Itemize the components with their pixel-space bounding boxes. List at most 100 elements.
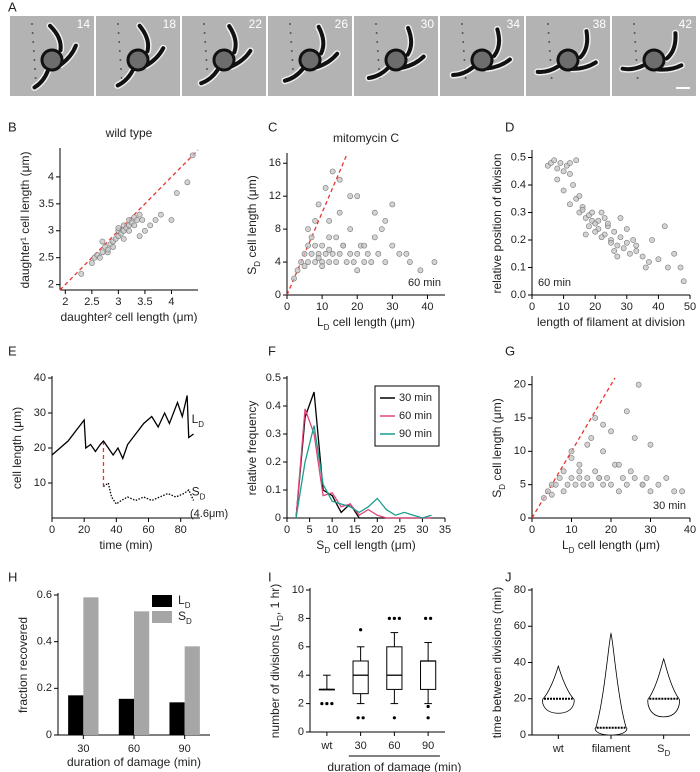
point [639, 481, 646, 488]
y-tick-label: 8 [275, 223, 281, 235]
panel-label: E [8, 343, 17, 358]
point [564, 481, 571, 488]
point [99, 249, 106, 256]
y-tick-label: 6 [298, 641, 304, 653]
legend-label: 60 min [399, 410, 432, 422]
point [184, 179, 191, 186]
x-tick-label: 3.5 [137, 296, 152, 308]
y-tick-label: 10 [514, 445, 526, 457]
annotation: (4.6μm) [190, 508, 228, 520]
trace-dot [291, 59, 294, 61]
trace-dot [120, 68, 122, 70]
y-tick-label: 20 [514, 693, 526, 705]
cell [114, 22, 167, 89]
point [115, 225, 122, 231]
point [134, 217, 140, 223]
x-axis-label: duration of damage (min) [67, 755, 201, 769]
point [617, 215, 624, 221]
point [96, 254, 103, 261]
point [361, 259, 368, 265]
trace-dot [636, 77, 639, 79]
trace-dot [33, 59, 36, 61]
point [664, 264, 671, 271]
point [623, 239, 630, 246]
point [329, 250, 336, 257]
x-axis-label-part: L [562, 538, 569, 552]
panel-label: D [505, 119, 514, 134]
point [340, 242, 347, 249]
y-tick-label: 8 [298, 612, 304, 624]
y-tick-label: 60 [514, 620, 526, 632]
point [120, 235, 127, 242]
point [568, 448, 575, 455]
point [347, 226, 354, 233]
flier [387, 616, 391, 621]
point [548, 491, 555, 498]
point [592, 228, 599, 235]
point [361, 242, 368, 249]
trace-dot [547, 23, 549, 25]
point [620, 245, 627, 252]
point [136, 211, 143, 218]
point [589, 209, 595, 216]
cell-body [384, 48, 408, 72]
x-tick-label: 60 [142, 524, 154, 536]
y-axis-label: cell length (μm) [10, 407, 24, 489]
y-tick-label: 5 [520, 479, 526, 491]
trace-dot [376, 50, 379, 52]
cell [534, 27, 600, 76]
trace-dot [290, 41, 293, 43]
point [354, 267, 361, 274]
y-tick-label: 0.4 [511, 179, 526, 191]
point [655, 256, 662, 263]
point [598, 209, 605, 216]
y-tick-label: 0.2 [37, 682, 52, 694]
flier [426, 716, 430, 720]
point [623, 408, 630, 415]
point [294, 267, 301, 274]
y-tick-label: 3 [48, 225, 54, 237]
point [604, 220, 611, 227]
point [677, 264, 684, 271]
y-axis-label: time between divisions (min) [490, 587, 504, 738]
x-tick-label: 3 [115, 296, 121, 308]
cell [449, 25, 514, 79]
point [104, 246, 111, 253]
x-tick-label: SD [657, 743, 670, 758]
x-axis-label-part: D [324, 323, 330, 332]
timelapse-frame: 42 [612, 16, 696, 96]
y-tick-label: 0.4 [266, 400, 281, 412]
panel-label: G [505, 343, 515, 358]
point [312, 242, 318, 249]
point [573, 157, 580, 164]
point [568, 475, 575, 481]
x-tick-label: 2.5 [84, 296, 99, 308]
point [588, 481, 595, 488]
flier [392, 616, 396, 621]
y-tick-label: 0.5 [511, 151, 526, 163]
point [567, 201, 573, 208]
panel-label: A [8, 0, 17, 14]
x-axis-label-part: cell length (μm) [330, 538, 416, 552]
frame-time: 14 [77, 17, 91, 31]
point [157, 211, 164, 218]
trace-dot [31, 23, 33, 25]
point [600, 481, 606, 488]
y-tick-label: 0.2 [266, 456, 281, 468]
point [305, 242, 311, 249]
frame-time: 26 [335, 17, 349, 31]
trace-dot [204, 50, 207, 52]
group-label: duration of damage (min) [327, 760, 461, 772]
y-tick-label: 0.4 [37, 636, 52, 648]
trace-dot [117, 23, 119, 25]
point [298, 259, 304, 265]
box [386, 646, 403, 690]
y-axis-label-part: , 1 hr) [268, 584, 282, 615]
y-tick-label: 20 [514, 379, 526, 391]
legend-label-part: L [178, 593, 185, 607]
point [631, 475, 638, 481]
x-axis-label: time (min) [99, 538, 152, 552]
y-tick-label: 15 [514, 412, 526, 424]
y-tick-label: 0.3 [266, 428, 281, 440]
x-tick-label: 20 [371, 524, 383, 536]
